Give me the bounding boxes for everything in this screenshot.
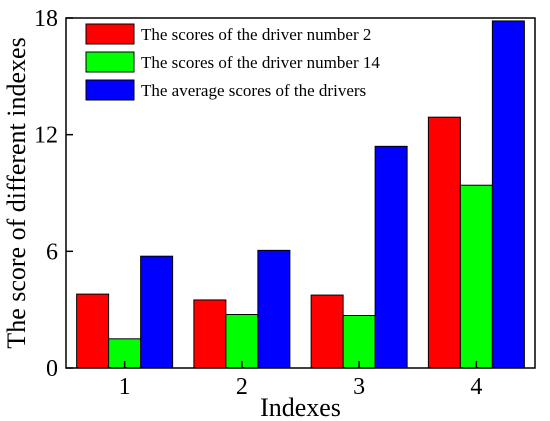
legend-swatch <box>85 23 135 45</box>
bar-series-3-category-2 <box>257 249 291 369</box>
y-tick-label: 18 <box>34 6 58 32</box>
x-tick-label: 3 <box>353 374 365 400</box>
legend-swatch <box>85 79 135 101</box>
x-tick-label: 1 <box>119 374 131 400</box>
legend-swatch <box>85 51 135 73</box>
y-tick-label: 6 <box>46 239 58 265</box>
x-axis-title: Indexes <box>260 393 341 421</box>
legend: The scores of the driver number 2 The sco… <box>85 23 380 101</box>
y-axis: 0 6 12 18 <box>34 6 73 382</box>
legend-label: The average scores of the drivers <box>141 81 366 100</box>
bar-series-3-category-3 <box>374 145 408 369</box>
bars-layer <box>76 20 525 369</box>
legend-label: The scores of the driver number 14 <box>141 53 380 72</box>
bar-series-1-category-1 <box>76 293 110 369</box>
y-tick-label: 12 <box>34 123 58 149</box>
bar-series-3-category-1 <box>140 255 174 369</box>
bar-series-2-category-4 <box>459 184 493 369</box>
x-tick-label: 2 <box>236 374 248 400</box>
y-tick-label: 0 <box>46 356 58 382</box>
x-axis: 1 2 3 4 <box>119 361 482 400</box>
bar-series-1-category-4 <box>427 116 461 369</box>
y-axis-title: The score of different indexes <box>2 37 31 348</box>
bar-series-2-category-3 <box>342 315 376 369</box>
bar-series-1-category-3 <box>310 294 344 369</box>
bar-series-1-category-2 <box>193 299 227 369</box>
x-tick-label: 4 <box>470 374 482 400</box>
legend-label: The scores of the driver number 2 <box>141 25 371 44</box>
plot-frame <box>65 17 536 369</box>
bar-series-2-category-2 <box>225 314 259 369</box>
bar-series-3-category-4 <box>491 20 525 369</box>
